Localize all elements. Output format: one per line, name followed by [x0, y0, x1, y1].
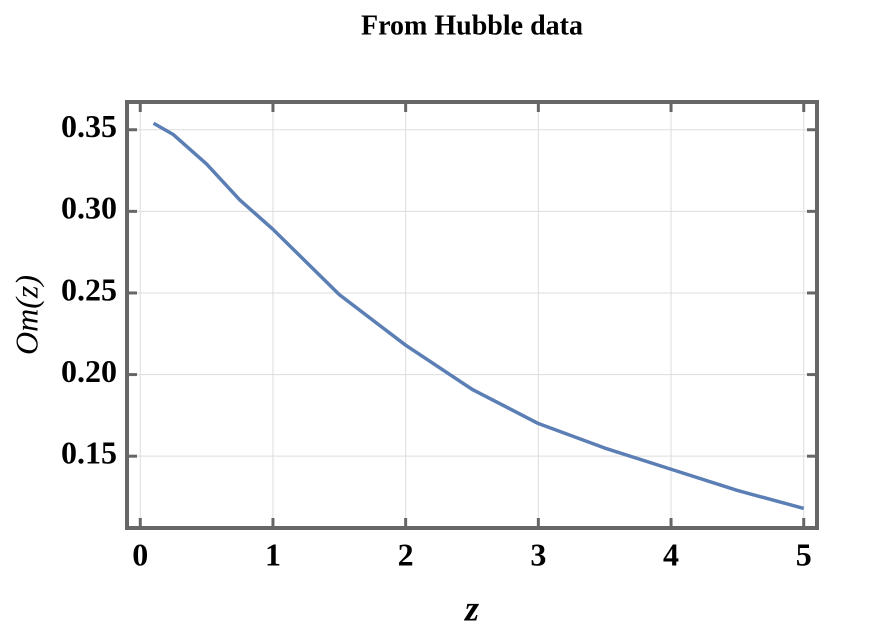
y-tick-label: 0.30	[61, 190, 117, 226]
chart-title: From Hubble data	[361, 10, 583, 41]
data-line	[152, 121, 805, 511]
x-tick-label: 3	[530, 536, 546, 572]
y-tick-label: 0.25	[61, 271, 117, 307]
x-tick-label: 0	[132, 536, 148, 572]
y-tick-label: 0.35	[61, 108, 117, 144]
y-tick-label: 0.15	[61, 435, 117, 471]
x-tick-label: 1	[265, 536, 281, 572]
x-axis-label: z	[463, 588, 479, 628]
y-tick-label: 0.20	[61, 353, 117, 389]
y-axis-label: Om(z)	[8, 275, 44, 355]
x-tick-label: 4	[663, 536, 679, 572]
plot-frame	[125, 100, 819, 530]
x-tick-label: 2	[398, 536, 414, 572]
x-tick-label: 5	[796, 536, 812, 572]
